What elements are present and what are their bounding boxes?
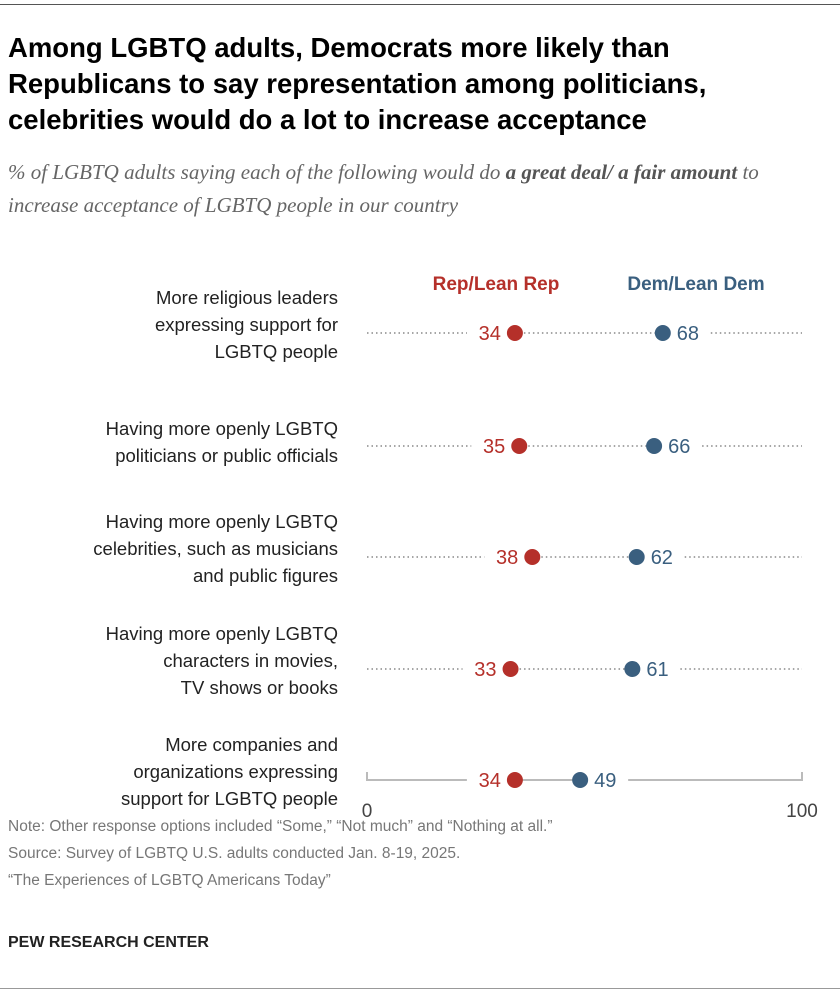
bottom-rule (0, 988, 840, 989)
x-tick-label: 0 (362, 801, 373, 822)
dem-dot (624, 661, 641, 677)
x-tick-label: 100 (786, 801, 818, 822)
category-label: Having more openly LGBTQ characters in mo… (8, 620, 338, 701)
rep-value-label: 34 (479, 323, 501, 345)
dem-value-label: 68 (677, 323, 699, 345)
subtitle-text: % of LGBTQ adults saying each of the fol… (8, 160, 506, 184)
category-label: More companies and organizations expressi… (8, 731, 338, 812)
category-label: More religious leaders expressing support… (8, 284, 338, 365)
category-label-line: LGBTQ people (214, 340, 338, 362)
rep-dot (506, 772, 523, 788)
category-label-line: support for LGBTQ people (121, 787, 338, 809)
category-label: Having more openly LGBTQ celebrities, suc… (8, 508, 338, 589)
category-label-line: expressing support for (154, 313, 338, 335)
legend-rep: Rep/Lean Rep (433, 274, 560, 295)
category-label: Having more openly LGBTQ politicians or p… (8, 415, 338, 469)
category-label-line: Having more openly LGBTQ (105, 510, 338, 532)
top-rule (0, 4, 840, 5)
chart-subtitle: % of LGBTQ adults saying each of the fol… (8, 156, 828, 222)
category-label-line: celebrities, such as musicians (93, 537, 338, 559)
dem-dot (572, 772, 589, 788)
dem-dot (654, 325, 671, 341)
dem-value-label: 62 (651, 547, 673, 569)
rep-dot (524, 549, 541, 565)
footer-note: Note: Other response options included “S… (8, 818, 553, 835)
legend-dem: Dem/Lean Dem (627, 274, 764, 295)
dem-dot (628, 549, 645, 565)
subtitle-emphasis: a great deal/ a fair amount (505, 160, 738, 184)
footer-report: “The Experiences of LGBTQ Americans Toda… (8, 872, 331, 889)
dem-value-label: 49 (594, 770, 616, 792)
category-label-line: More religious leaders (155, 286, 338, 308)
dem-dot (646, 438, 663, 454)
rep-dot (506, 325, 523, 341)
category-label-line: More companies and (165, 733, 338, 755)
rep-value-label: 38 (496, 547, 518, 569)
rep-value-label: 33 (474, 659, 496, 681)
dem-value-label: 66 (668, 436, 690, 458)
rep-value-label: 35 (483, 436, 505, 458)
brand-logo-text: PEW RESEARCH CENTER (8, 934, 209, 951)
category-label-line: and public figures (192, 564, 338, 586)
category-label-line: TV shows or books (180, 676, 338, 698)
rep-value-label: 34 (479, 770, 501, 792)
category-label-line: characters in movies, (163, 649, 338, 671)
rep-dot (511, 438, 528, 454)
subtitle-text-end: to increase acceptance of LGBTQ people i… (8, 160, 759, 217)
category-label-line: Having more openly LGBTQ (105, 622, 338, 644)
category-label-line: organizations expressing (133, 760, 338, 782)
chart-title: Among LGBTQ adults, Democrats more likel… (8, 32, 707, 135)
category-label-line: politicians or public officials (115, 445, 338, 466)
category-label-line: Having more openly LGBTQ (105, 418, 338, 439)
dem-value-label: 61 (646, 659, 668, 681)
footer-source: Source: Survey of LGBTQ U.S. adults cond… (8, 845, 461, 862)
rep-dot (502, 661, 519, 677)
